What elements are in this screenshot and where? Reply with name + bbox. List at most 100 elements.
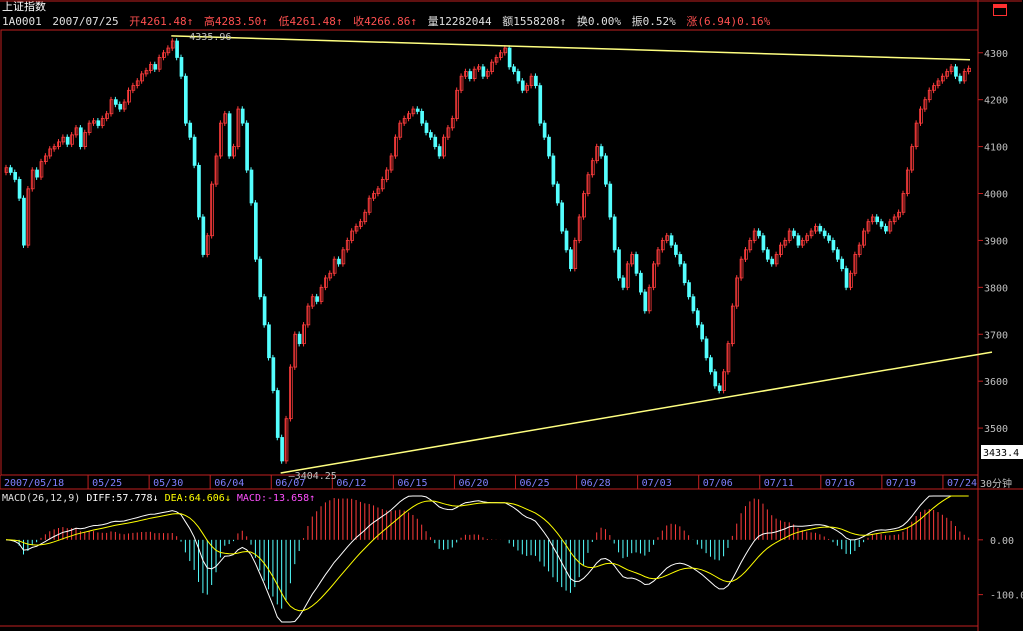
candle-body (227, 113, 232, 157)
candle-body (389, 155, 394, 171)
candle-body (936, 80, 941, 87)
candle-body (162, 52, 166, 58)
macd-diff: DIFF:57.778 (86, 493, 153, 504)
candle-body (840, 258, 845, 269)
candle-body (57, 141, 61, 147)
date-label: 07/16 (825, 478, 855, 489)
up-arrow-icon: ↑ (309, 493, 316, 504)
candle-body (70, 134, 74, 145)
candle-body (888, 221, 893, 232)
interval-label: 30分钟 (980, 477, 1012, 490)
candle-body (560, 202, 564, 232)
candle-body (722, 371, 726, 391)
candle-body (92, 120, 96, 124)
candle-body (831, 240, 836, 251)
price-tick-label: 4200 (984, 96, 1008, 107)
last-price-tag: 3433.4 (983, 448, 1019, 459)
candle-body (818, 225, 823, 232)
candle-body (26, 188, 31, 246)
candle-body (83, 132, 88, 147)
candle-body (945, 71, 950, 77)
turnover-field: 换0.00% (577, 15, 621, 28)
candle-body (713, 371, 718, 387)
price-tick-label: 4000 (984, 190, 1008, 201)
turnover-label: 换 (576, 15, 588, 28)
date-label: 07/03 (642, 478, 672, 489)
candle-body (39, 161, 44, 178)
macd-tick-label: 0.00 (990, 536, 1014, 547)
candle-body (297, 333, 302, 345)
candle-body (542, 122, 547, 138)
candle-body (214, 155, 219, 185)
candle-body (757, 230, 761, 237)
candle-body (385, 169, 389, 180)
candle-body (744, 249, 748, 260)
maximize-icon[interactable] (993, 4, 1007, 16)
candle-body (87, 122, 92, 133)
candle-body (315, 296, 319, 302)
candle-body (844, 268, 849, 288)
candle-body (612, 216, 617, 251)
candle-body (201, 216, 206, 255)
candle-body (932, 85, 936, 91)
candle-body (822, 230, 827, 237)
candle-body (639, 272, 643, 293)
candle-body (30, 169, 35, 190)
candle-body (293, 333, 298, 368)
amplitude-value: 0.52% (642, 15, 676, 28)
candle-body (923, 99, 928, 110)
candle-body (499, 52, 503, 58)
candle-body (306, 305, 311, 326)
candle-body (958, 75, 963, 82)
candle-body (350, 230, 354, 241)
candle-body (52, 146, 57, 150)
price-tick-label: 4300 (984, 49, 1008, 60)
candle-body (892, 216, 897, 223)
high-value: 4283.50 (214, 15, 262, 28)
index-title: 上证指数 (2, 0, 46, 13)
last-price-tag-bg (981, 445, 1023, 459)
close-label: 收 (353, 15, 365, 28)
candle-body (608, 183, 613, 218)
macd-value: MACD:-13.658 (236, 493, 310, 504)
price-tick-label: 3500 (984, 424, 1008, 435)
candle-body (739, 258, 744, 279)
candle-body (604, 155, 608, 185)
candle-body (564, 230, 569, 251)
candle-body (647, 286, 652, 312)
candle-body (866, 221, 871, 232)
up-arrow-icon: ↑ (261, 15, 268, 28)
price-tick-label: 3600 (984, 377, 1008, 388)
candle-body (65, 136, 70, 145)
date-label: 07/24 (947, 478, 977, 489)
candle-body (459, 75, 464, 91)
candle-body (765, 249, 770, 260)
candle-body (870, 216, 875, 223)
macd-params: MACD(26,12,9) (2, 493, 81, 504)
candle-body (43, 155, 48, 163)
candle-body (310, 296, 315, 307)
candle-body (135, 80, 140, 87)
support-trendline (280, 351, 993, 474)
candle-body (74, 127, 79, 136)
date-label: 06/07 (275, 478, 305, 489)
macd-tick-label: -100.0 (990, 591, 1023, 602)
close-field: 收4266.86↑ (353, 15, 417, 28)
candle-body (398, 122, 403, 138)
candle-body (170, 40, 175, 49)
macd-dea: DEA:64.606 (164, 493, 225, 504)
candle-body (262, 296, 267, 326)
candle-body (691, 296, 696, 312)
quote-info-bar: 1A0001 2007/07/25 开4261.48↑ 高4283.50↑ 低4… (2, 16, 774, 28)
candle-body (328, 272, 333, 279)
date-label: 06/25 (520, 478, 550, 489)
date-label: 05/30 (153, 478, 183, 489)
candle-body (643, 291, 648, 312)
candle-body (249, 169, 254, 204)
candle-body (967, 67, 971, 72)
candle-body (700, 324, 704, 340)
candle-body (302, 324, 306, 345)
open-field: 开4261.48↑ (129, 15, 193, 28)
change-value: (6.94)0.16% (697, 15, 771, 28)
